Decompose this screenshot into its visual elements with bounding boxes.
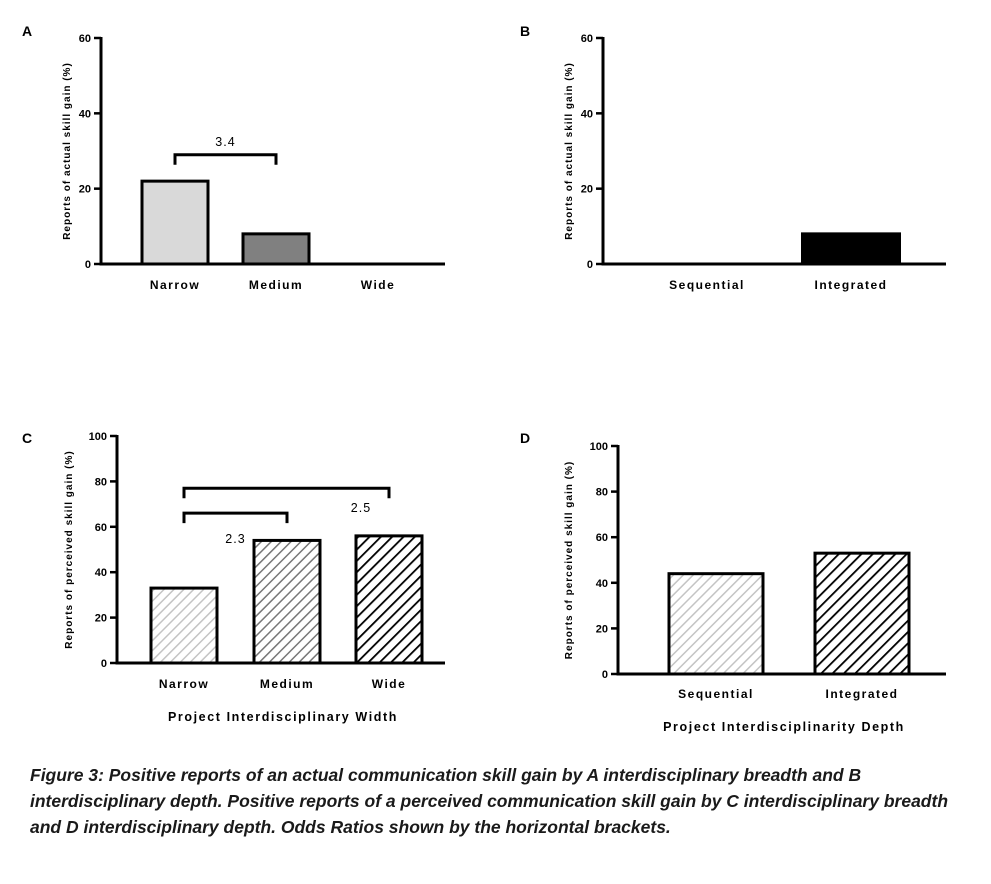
panel-b: B 0 20 40 60 Reports of actual skill gain (%)… xyxy=(520,23,946,292)
y-tick-label: 40 xyxy=(95,567,107,579)
bar-narrow xyxy=(149,586,219,665)
y-tick-label: 60 xyxy=(79,33,91,45)
y-tick-label: 100 xyxy=(590,441,608,453)
y-tick-label: 100 xyxy=(89,431,107,443)
y-tick-label: 20 xyxy=(596,623,608,635)
x-tick-label: Medium xyxy=(260,677,314,691)
y-tick-label: 60 xyxy=(596,532,608,544)
y-tick-label: 20 xyxy=(95,613,107,625)
odds-ratio-bracket xyxy=(173,153,278,165)
panel-label: D xyxy=(520,430,530,446)
y-tick-label: 80 xyxy=(95,476,107,488)
y-tick-label: 0 xyxy=(602,669,608,681)
panel-c: C 0 20 40 60 80 100 Reports of perceived skill … xyxy=(22,430,445,724)
y-tick-label: 20 xyxy=(79,184,91,196)
y-tick-label: 20 xyxy=(581,184,593,196)
x-tick-label: Medium xyxy=(249,278,303,292)
x-axis-title: Project Interdisciplinarity Depth xyxy=(663,720,905,734)
panel-d: D 0 20 40 60 80 100 Reports of perceived skill … xyxy=(520,430,946,734)
figure-3-panels: A 0 20 40 60 Reports of actual skill gain (%)… xyxy=(22,23,946,734)
bar-integrated xyxy=(801,232,901,266)
x-tick-label: Wide xyxy=(372,677,407,691)
panel-label: B xyxy=(520,23,530,39)
panel-label: C xyxy=(22,430,32,446)
x-tick-label: Narrow xyxy=(150,278,200,292)
y-axis-title: Reports of perceived skill gain (%) xyxy=(564,461,575,659)
odds-ratio-bracket xyxy=(182,486,391,499)
y-tick-label: 0 xyxy=(85,259,91,271)
y-tick-label: 60 xyxy=(581,33,593,45)
x-tick-label: Sequential xyxy=(678,687,754,701)
y-tick-label: 0 xyxy=(101,658,107,670)
y-tick-label: 80 xyxy=(596,487,608,499)
x-tick-label: Sequential xyxy=(669,278,745,292)
odds-ratio-bracket xyxy=(182,511,289,524)
y-tick-label: 40 xyxy=(581,108,593,120)
y-axis-title: Reports of perceived skill gain (%) xyxy=(64,450,75,648)
x-axis-title: Project Interdisciplinary Width xyxy=(168,710,398,724)
x-tick-label: Wide xyxy=(361,278,396,292)
x-tick-label: Integrated xyxy=(814,278,887,292)
figure-caption: Figure 3: Positive reports of an actual … xyxy=(30,765,949,837)
bar-medium xyxy=(241,232,311,266)
x-tick-label: Narrow xyxy=(159,677,209,691)
bar-integrated xyxy=(813,551,911,676)
y-tick-label: 60 xyxy=(95,522,107,534)
x-tick-label: Integrated xyxy=(825,687,898,701)
y-axis-title: Reports of actual skill gain (%) xyxy=(62,62,73,240)
panel-label: A xyxy=(22,23,32,39)
y-axis-title: Reports of actual skill gain (%) xyxy=(564,62,575,240)
bar-narrow xyxy=(140,179,210,266)
bar-wide xyxy=(354,534,424,665)
y-tick-label: 0 xyxy=(587,259,593,271)
bar-sequential xyxy=(667,572,765,676)
odds-ratio-label: 2.5 xyxy=(351,501,371,515)
panel-a: A 0 20 40 60 Reports of actual skill gain (%)… xyxy=(22,23,445,292)
odds-ratio-label: 3.4 xyxy=(215,135,235,149)
y-tick-label: 40 xyxy=(596,578,608,590)
y-tick-label: 40 xyxy=(79,108,91,120)
bar-medium xyxy=(252,538,322,665)
odds-ratio-label: 2.3 xyxy=(225,532,245,546)
